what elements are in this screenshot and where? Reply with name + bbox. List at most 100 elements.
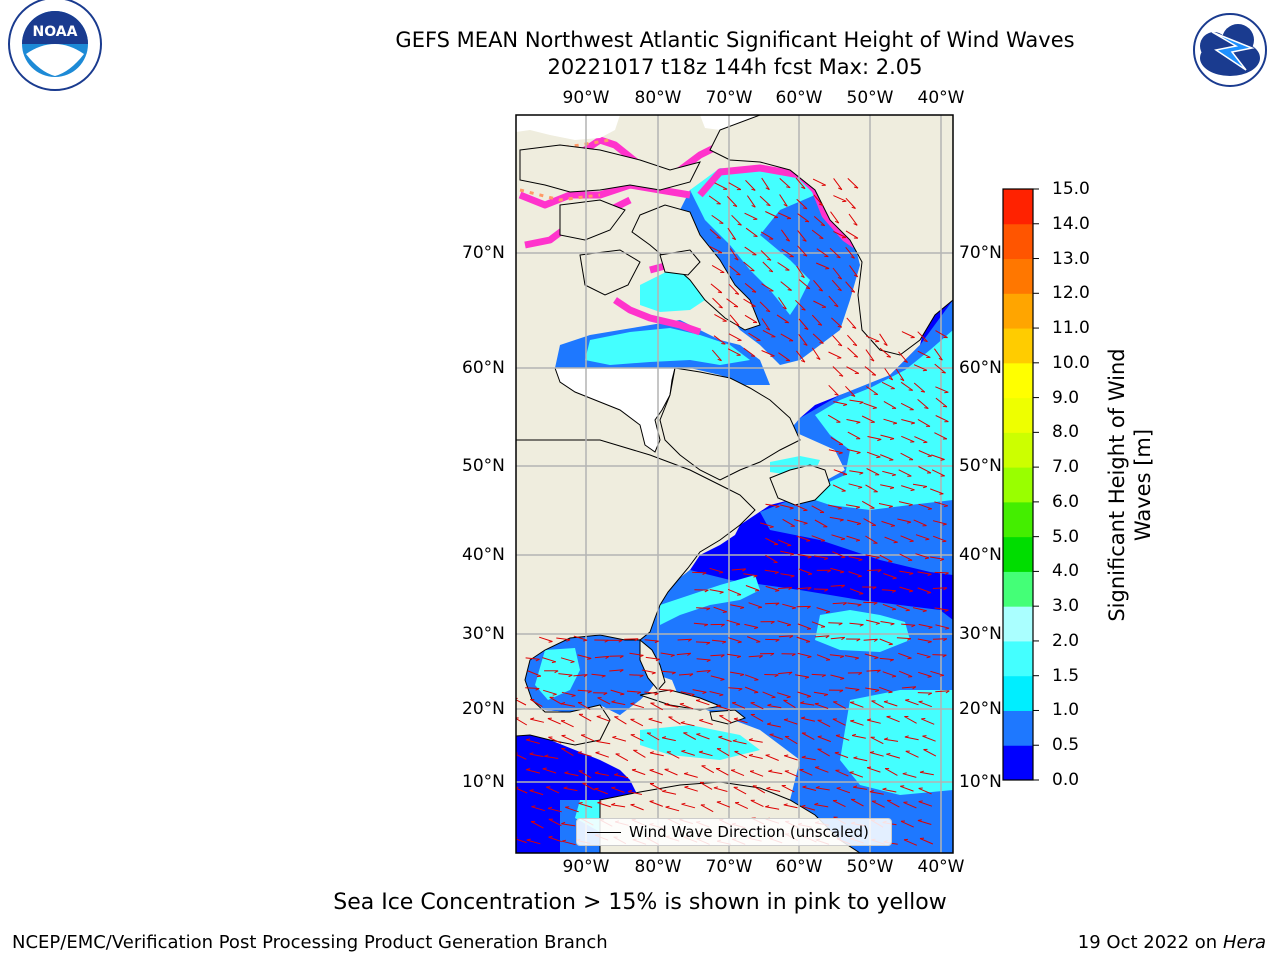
wind-wave-arrowhead	[904, 735, 909, 738]
colorbar-tick-label: 12.0	[1052, 283, 1090, 304]
wind-wave-arrowhead	[869, 751, 875, 753]
wind-wave-arrowhead	[866, 718, 872, 721]
wind-wave-arrow	[917, 692, 932, 694]
wind-wave-arrow	[659, 688, 674, 691]
wind-wave-arrow	[744, 314, 758, 324]
wind-wave-arrowhead	[655, 658, 660, 662]
land-labrador	[659, 367, 801, 481]
wind-wave-arrowhead	[834, 220, 840, 224]
wind-wave-arrow	[934, 432, 948, 440]
wind-wave-arrowhead	[876, 456, 881, 459]
wind-wave-arrow	[661, 737, 676, 742]
wind-wave-arrow	[614, 774, 629, 779]
wind-wave-arrowhead	[748, 738, 753, 741]
wind-wave-arrow	[898, 670, 913, 678]
wind-wave-arrow	[726, 619, 741, 625]
wind-wave-arrow	[729, 265, 741, 276]
wind-wave-arrowhead	[649, 751, 654, 754]
wind-wave-arrowhead	[570, 661, 575, 664]
wind-wave-arrow	[836, 787, 851, 794]
wind-wave-arrow	[710, 675, 725, 680]
wind-wave-arrowhead	[735, 323, 740, 326]
wind-wave-arrow	[743, 261, 755, 272]
wind-wave-arrow	[797, 623, 812, 630]
nws-logo	[1180, 0, 1280, 100]
wind-wave-arrow	[813, 691, 828, 695]
wind-wave-arrowhead	[766, 204, 771, 207]
wind-wave-arrowhead	[719, 591, 724, 594]
wind-wave-arrow	[900, 535, 914, 542]
colorbar-segment	[1003, 223, 1033, 260]
wind-wave-arrow	[935, 330, 948, 339]
wind-wave-arrow	[728, 637, 742, 643]
wind-wave-arrowhead	[604, 639, 609, 643]
wind-wave-arrow	[560, 657, 575, 663]
wind-wave-arrow	[935, 397, 948, 408]
wind-wave-arrow	[797, 213, 810, 223]
wind-wave-arrowhead	[839, 519, 844, 522]
wind-wave-arrow	[828, 622, 843, 624]
wind-wave-arrow	[525, 657, 540, 660]
wind-wave-arrowhead	[891, 675, 897, 678]
wind-wave-arrow	[516, 699, 527, 706]
wind-wave-arrow	[866, 719, 881, 724]
wind-wave-arrow	[811, 314, 823, 326]
wind-wave-arrow	[677, 638, 692, 641]
wind-wave-arrowhead	[718, 306, 723, 309]
colorbar-segment	[1003, 467, 1033, 503]
wind-wave-arrow	[849, 265, 859, 278]
wave-zone-high	[660, 575, 760, 625]
wind-wave-arrowhead	[740, 674, 745, 677]
wind-wave-arrowhead	[768, 769, 773, 772]
wind-wave-arrowhead	[942, 405, 947, 408]
wind-wave-arrow	[830, 211, 840, 224]
wind-wave-arrowhead	[942, 523, 947, 526]
wind-wave-arrow	[778, 671, 793, 675]
wind-wave-arrow	[845, 687, 860, 690]
colorbar-segment	[1003, 189, 1033, 225]
wind-wave-arrow	[733, 786, 747, 795]
wind-wave-arrow	[813, 194, 824, 206]
wind-wave-arrow	[698, 751, 713, 757]
wind-wave-arrowhead	[927, 676, 932, 678]
lat-label-right: 30°N	[959, 624, 1002, 644]
wind-wave-arrow	[865, 535, 878, 544]
wind-wave-arrow	[849, 470, 864, 474]
wind-wave-arrowhead	[939, 674, 944, 677]
wind-wave-arrowhead	[853, 355, 858, 358]
wind-wave-arrowhead	[938, 357, 943, 361]
colorbar-tick-label: 2.0	[1052, 630, 1080, 651]
wind-wave-arrowhead	[820, 626, 826, 628]
wind-wave-arrowhead	[817, 323, 822, 326]
wind-wave-arrow	[662, 790, 677, 795]
wind-wave-arrow	[913, 519, 927, 527]
wind-wave-arrowhead	[782, 306, 787, 310]
wind-wave-arrowhead	[611, 700, 616, 703]
wind-wave-arrow	[813, 216, 826, 226]
wind-wave-arrowhead	[858, 486, 863, 489]
wind-wave-arrow	[930, 488, 944, 495]
land-hispaniola	[709, 709, 747, 725]
wind-wave-arrowhead	[669, 690, 674, 693]
wind-wave-arrowhead	[801, 360, 806, 363]
wind-wave-arrowhead	[774, 571, 779, 575]
wind-wave-arrow	[915, 553, 930, 559]
wind-wave-arrow	[901, 419, 915, 424]
wind-wave-arrow	[811, 535, 825, 542]
wind-wave-arrow	[779, 194, 788, 207]
wind-wave-arrow	[798, 568, 813, 575]
wind-wave-arrowhead	[733, 717, 739, 720]
wind-wave-arrow	[709, 567, 724, 573]
wind-wave-arrow	[746, 195, 756, 208]
wind-wave-arrowhead	[853, 756, 858, 759]
wind-wave-arrowhead	[595, 751, 600, 754]
wind-wave-arrow	[630, 804, 644, 811]
colorbar-segment	[1003, 571, 1033, 607]
wind-wave-arrow	[845, 197, 856, 209]
wind-wave-arrowhead	[731, 237, 736, 241]
wind-wave-arrowhead	[612, 735, 617, 738]
wind-wave-arrow	[676, 652, 691, 656]
wind-wave-arrow	[930, 556, 944, 560]
wind-wave-arrowhead	[926, 592, 931, 594]
wind-wave-arrow	[869, 752, 884, 757]
